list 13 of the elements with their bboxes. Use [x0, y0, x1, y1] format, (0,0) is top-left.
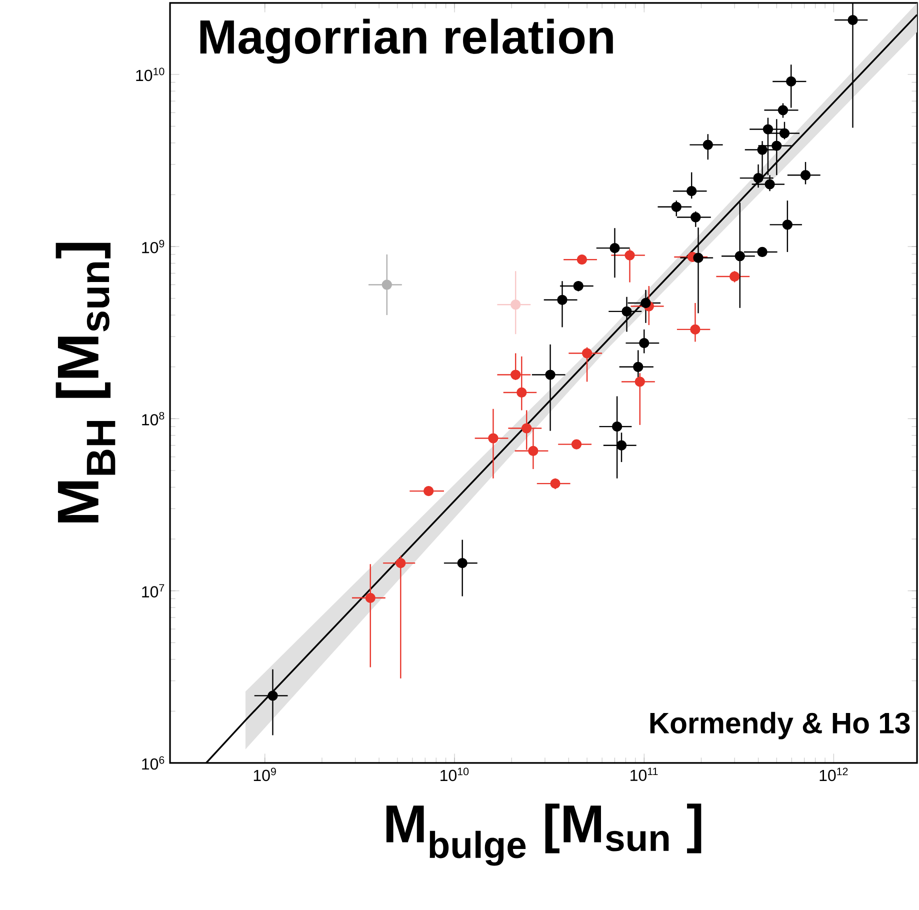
x-axis-title: M$_{bulge}$ [M$_{sun}$ ]	[386, 804, 702, 866]
x-tick-label: 10$^{10}$	[440, 768, 469, 782]
x-tick-label: 10$^{12}$	[820, 768, 848, 782]
y-tick-label: 10$^{7}$	[142, 584, 164, 598]
y-tick-label: 10$^{9}$	[142, 240, 164, 254]
x-tick-label: 10$^{11}$	[630, 768, 658, 781]
y-tick-label: 10$^{10}$	[136, 68, 164, 82]
y-tick-label: 10$^{8}$	[142, 412, 164, 426]
x-tick-label: 10$^{9}$	[254, 768, 276, 782]
annotation: Kormendy & Ho 13	[650, 712, 910, 740]
y-tick-label: 10$^{6}$	[142, 756, 164, 770]
y-axis-title: M$_{BH}$ [M$_{sun}$]	[56, 242, 116, 522]
chart-title: Magorrian relation	[200, 18, 613, 64]
